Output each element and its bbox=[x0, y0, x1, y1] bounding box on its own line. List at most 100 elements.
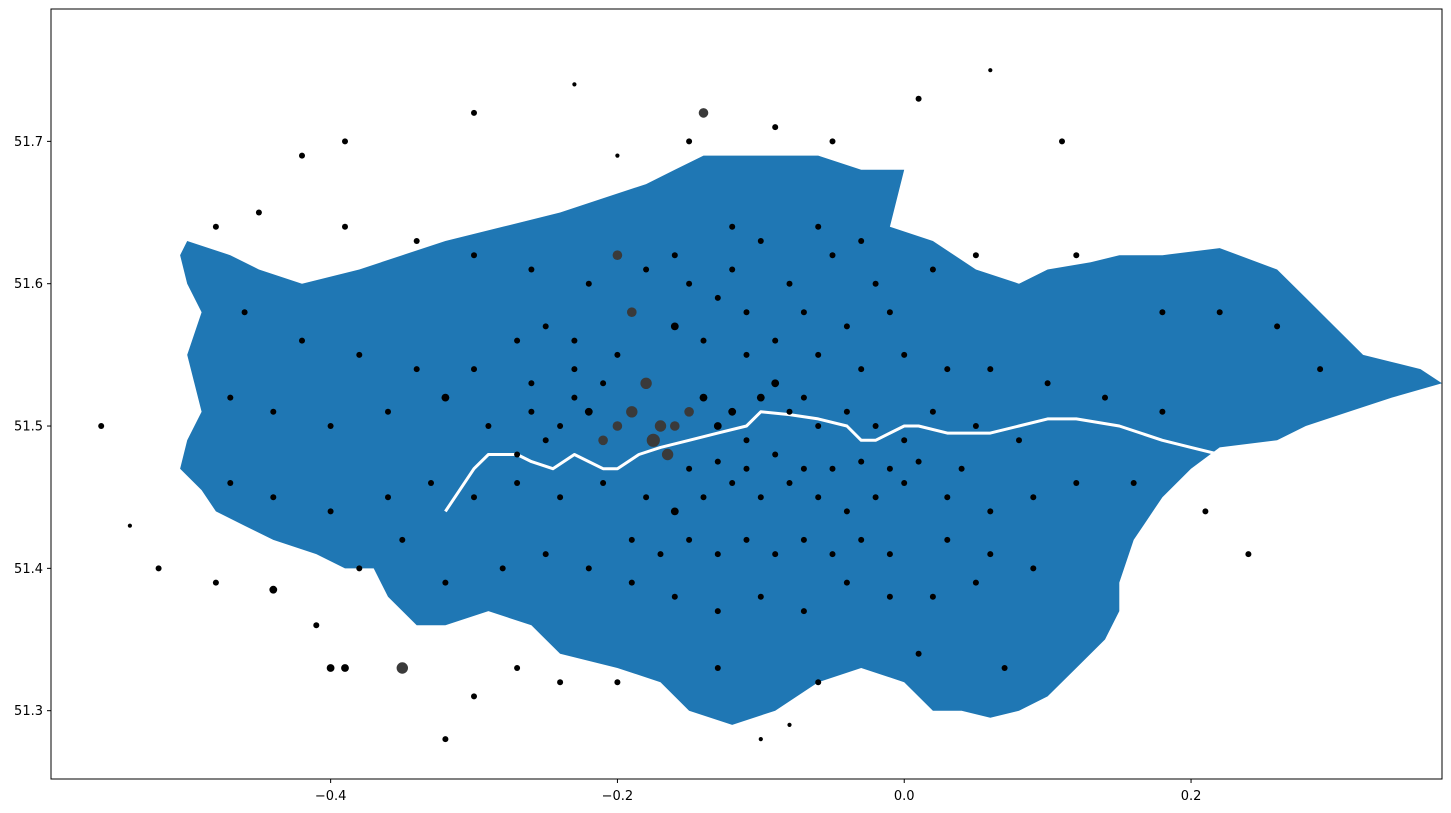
data-point bbox=[612, 421, 623, 431]
data-point bbox=[743, 437, 750, 444]
x-tick-label: 0.2 bbox=[1181, 789, 1202, 804]
data-point bbox=[800, 536, 807, 543]
data-point bbox=[929, 408, 936, 415]
data-point bbox=[514, 337, 521, 344]
data-point bbox=[714, 294, 721, 301]
data-point bbox=[313, 622, 320, 629]
data-point bbox=[698, 108, 709, 118]
data-point bbox=[442, 579, 449, 586]
data-point bbox=[901, 437, 908, 444]
data-point bbox=[772, 451, 779, 458]
data-point bbox=[471, 252, 477, 259]
data-point bbox=[600, 380, 607, 387]
data-point bbox=[915, 650, 922, 657]
data-point bbox=[1159, 408, 1166, 415]
data-point bbox=[829, 138, 836, 145]
data-point bbox=[858, 458, 865, 465]
data-point bbox=[686, 465, 693, 472]
data-point bbox=[1159, 309, 1166, 316]
data-point bbox=[944, 494, 951, 501]
data-point bbox=[542, 551, 549, 558]
data-point bbox=[442, 736, 449, 743]
y-tick-label: 51.3 bbox=[14, 704, 43, 719]
data-point bbox=[270, 408, 277, 415]
data-point bbox=[815, 223, 822, 230]
y-tick-label: 51.7 bbox=[14, 135, 43, 150]
data-point bbox=[988, 68, 993, 73]
data-point bbox=[743, 465, 750, 472]
data-point bbox=[786, 280, 793, 287]
data-point bbox=[915, 458, 922, 465]
data-point bbox=[728, 407, 737, 416]
data-point bbox=[958, 465, 965, 472]
data-point bbox=[729, 480, 736, 486]
data-point bbox=[686, 536, 693, 543]
x-tick-label: 0.0 bbox=[894, 789, 915, 804]
data-point bbox=[886, 309, 893, 316]
data-point bbox=[771, 379, 780, 388]
data-point bbox=[772, 551, 779, 558]
data-point bbox=[98, 423, 105, 429]
data-point bbox=[684, 407, 694, 417]
data-point bbox=[127, 523, 132, 528]
data-point bbox=[643, 494, 650, 501]
data-point bbox=[255, 209, 262, 216]
data-point bbox=[1016, 437, 1022, 444]
data-point bbox=[815, 679, 822, 686]
data-point bbox=[528, 266, 535, 273]
data-point bbox=[212, 579, 219, 586]
data-point bbox=[628, 579, 635, 586]
data-point bbox=[829, 551, 836, 558]
x-tick-label: −0.4 bbox=[315, 789, 347, 804]
data-point bbox=[944, 366, 951, 373]
data-point bbox=[557, 494, 564, 501]
data-point bbox=[342, 138, 348, 145]
data-point bbox=[413, 238, 420, 244]
data-point bbox=[714, 665, 721, 671]
data-point bbox=[643, 266, 650, 273]
data-point bbox=[843, 408, 850, 415]
data-point bbox=[640, 377, 652, 389]
data-point bbox=[714, 608, 721, 615]
data-point bbox=[385, 408, 391, 415]
data-point bbox=[858, 366, 865, 373]
data-point bbox=[654, 420, 667, 432]
data-point bbox=[1274, 323, 1281, 330]
data-point bbox=[987, 366, 994, 373]
data-point bbox=[815, 351, 822, 358]
x-tick-label: −0.2 bbox=[602, 789, 634, 804]
data-point bbox=[600, 480, 607, 486]
data-point bbox=[155, 565, 162, 572]
data-point bbox=[700, 494, 707, 501]
data-point bbox=[901, 351, 908, 358]
data-point bbox=[829, 465, 836, 472]
data-point bbox=[700, 337, 707, 344]
data-point bbox=[385, 494, 391, 501]
data-point bbox=[612, 250, 623, 260]
data-point bbox=[626, 406, 638, 418]
data-point bbox=[699, 393, 708, 402]
data-point bbox=[729, 223, 736, 230]
data-point bbox=[614, 679, 621, 686]
data-point bbox=[646, 433, 660, 447]
data-point bbox=[399, 536, 406, 543]
data-point bbox=[557, 423, 564, 429]
point-layer bbox=[98, 68, 1324, 743]
data-point bbox=[886, 551, 893, 558]
data-point bbox=[929, 593, 936, 600]
data-point bbox=[269, 585, 278, 594]
y-tick-label: 51.6 bbox=[14, 277, 43, 292]
data-point bbox=[756, 393, 765, 402]
data-point bbox=[800, 465, 807, 472]
data-point bbox=[1073, 480, 1080, 486]
data-point bbox=[670, 322, 679, 331]
thames-river bbox=[444, 410, 1221, 513]
data-point bbox=[872, 494, 879, 501]
data-point bbox=[585, 280, 592, 287]
data-point bbox=[1130, 480, 1137, 486]
data-point bbox=[627, 307, 637, 318]
data-point bbox=[944, 536, 951, 543]
data-point bbox=[872, 280, 879, 287]
data-point bbox=[757, 593, 764, 600]
data-point bbox=[843, 579, 850, 586]
